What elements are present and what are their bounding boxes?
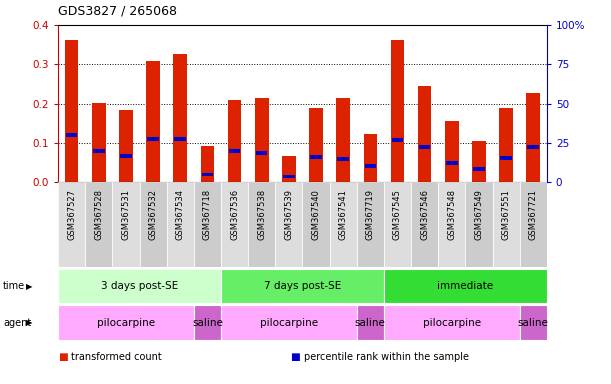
Text: GSM367549: GSM367549	[475, 189, 483, 240]
Bar	[221, 182, 248, 267]
Bar	[527, 145, 539, 149]
Text: GSM367539: GSM367539	[284, 189, 293, 240]
Bar	[365, 164, 376, 168]
Bar	[229, 149, 240, 153]
Bar	[146, 61, 160, 182]
Bar	[527, 93, 540, 182]
Text: saline: saline	[355, 318, 386, 328]
Text: transformed count: transformed count	[71, 352, 163, 362]
Bar	[520, 305, 547, 340]
Bar	[255, 98, 268, 182]
Text: saline: saline	[518, 318, 549, 328]
Bar	[473, 167, 485, 170]
Text: GSM367546: GSM367546	[420, 189, 429, 240]
Bar	[58, 269, 221, 303]
Bar	[167, 182, 194, 267]
Bar	[194, 182, 221, 267]
Bar	[357, 305, 384, 340]
Bar	[92, 103, 106, 182]
Bar	[248, 182, 276, 267]
Bar	[147, 137, 159, 141]
Bar	[120, 154, 132, 157]
Text: GSM367545: GSM367545	[393, 189, 402, 240]
Bar	[445, 121, 459, 182]
Bar	[119, 109, 133, 182]
Text: 3 days post-SE: 3 days post-SE	[101, 281, 178, 291]
Bar	[309, 108, 323, 182]
Text: 7 days post-SE: 7 days post-SE	[264, 281, 341, 291]
Text: GSM367548: GSM367548	[447, 189, 456, 240]
Bar	[175, 137, 186, 141]
Bar	[411, 182, 438, 267]
Bar	[194, 305, 221, 340]
Bar	[302, 182, 329, 267]
Text: time: time	[3, 281, 25, 291]
Bar	[438, 182, 466, 267]
Text: pilocarpine: pilocarpine	[423, 318, 481, 328]
Text: ▶: ▶	[26, 281, 33, 291]
Text: GSM367527: GSM367527	[67, 189, 76, 240]
Bar	[174, 54, 187, 182]
Text: GSM367531: GSM367531	[122, 189, 130, 240]
Text: ■: ■	[290, 352, 300, 362]
Text: immediate: immediate	[437, 281, 494, 291]
Bar	[310, 155, 322, 159]
Bar	[93, 149, 104, 153]
Bar	[139, 182, 167, 267]
Bar	[446, 161, 458, 165]
Bar	[337, 157, 349, 161]
Bar	[58, 182, 85, 267]
Bar	[419, 145, 430, 149]
Text: GSM367540: GSM367540	[312, 189, 321, 240]
Bar	[472, 141, 486, 182]
Bar	[384, 182, 411, 267]
Bar	[85, 182, 112, 267]
Text: GSM367541: GSM367541	[338, 189, 348, 240]
Bar	[384, 269, 547, 303]
Text: agent: agent	[3, 318, 31, 328]
Bar	[357, 182, 384, 267]
Bar	[58, 305, 194, 340]
Text: GSM367536: GSM367536	[230, 189, 239, 240]
Bar	[364, 134, 377, 182]
Text: pilocarpine: pilocarpine	[260, 318, 318, 328]
Text: GSM367718: GSM367718	[203, 189, 212, 240]
Text: GSM367534: GSM367534	[176, 189, 185, 240]
Text: GDS3827 / 265068: GDS3827 / 265068	[58, 4, 177, 17]
Text: GSM367721: GSM367721	[529, 189, 538, 240]
Text: GSM367719: GSM367719	[366, 189, 375, 240]
Bar	[282, 156, 296, 182]
Text: GSM367528: GSM367528	[94, 189, 103, 240]
Bar	[500, 156, 512, 160]
Bar	[337, 98, 350, 182]
Text: pilocarpine: pilocarpine	[97, 318, 155, 328]
Bar	[499, 108, 513, 182]
Bar	[520, 182, 547, 267]
Bar	[329, 182, 357, 267]
Text: ▶: ▶	[26, 318, 33, 327]
Text: GSM367538: GSM367538	[257, 189, 266, 240]
Bar	[221, 269, 384, 303]
Bar	[228, 100, 241, 182]
Bar	[492, 182, 520, 267]
Bar	[221, 305, 357, 340]
Bar	[392, 138, 403, 142]
Bar	[200, 146, 214, 182]
Text: GSM367532: GSM367532	[148, 189, 158, 240]
Text: ■: ■	[58, 352, 68, 362]
Text: saline: saline	[192, 318, 223, 328]
Bar	[418, 86, 431, 182]
Bar	[112, 182, 139, 267]
Bar	[202, 172, 213, 177]
Bar	[466, 182, 492, 267]
Text: percentile rank within the sample: percentile rank within the sample	[304, 352, 469, 362]
Bar	[66, 133, 78, 137]
Bar	[256, 151, 268, 155]
Text: GSM367551: GSM367551	[502, 189, 511, 240]
Bar	[384, 305, 520, 340]
Bar	[283, 174, 295, 179]
Bar	[276, 182, 302, 267]
Bar	[65, 40, 78, 182]
Bar	[390, 40, 404, 182]
